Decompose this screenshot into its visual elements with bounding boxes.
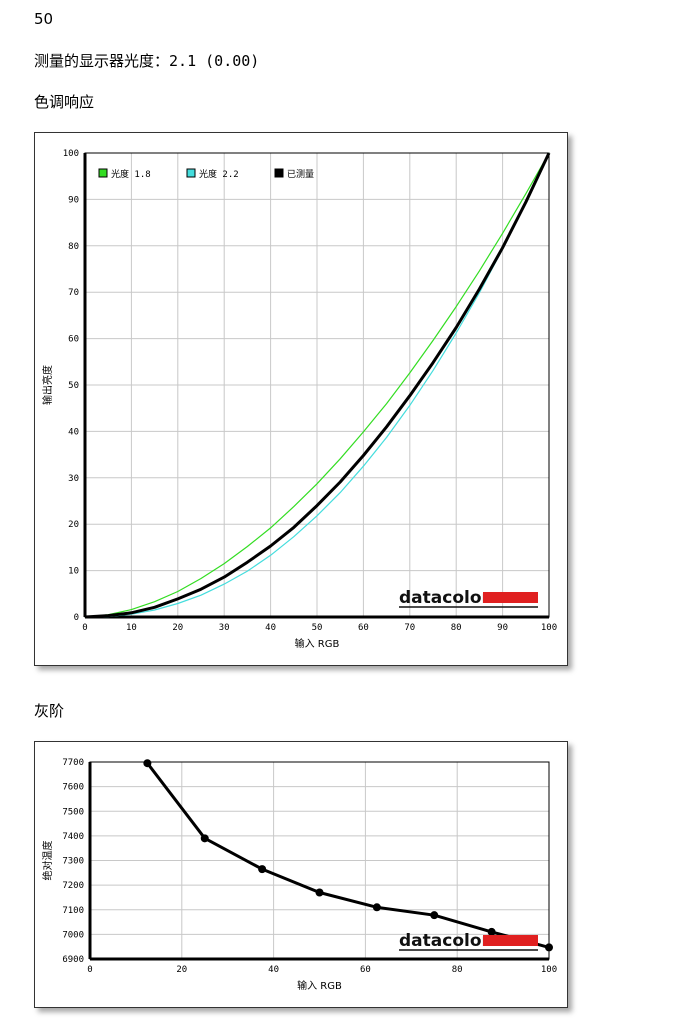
x-axis-label: 输入 RGB bbox=[297, 979, 342, 992]
y-tick-label: 0 bbox=[74, 613, 79, 623]
series-line bbox=[84, 152, 550, 618]
datacolor-logo-text: datacolor bbox=[399, 588, 491, 608]
grayscale-heading: 灰阶 bbox=[34, 702, 65, 720]
data-point bbox=[372, 903, 381, 912]
data-point bbox=[258, 865, 267, 874]
y-axis-label: 绝对温度 bbox=[41, 841, 54, 881]
legend-swatch bbox=[186, 168, 196, 178]
y-tick-label: 70 bbox=[68, 288, 79, 298]
x-tick-label: 10 bbox=[126, 623, 137, 633]
data-point bbox=[143, 759, 152, 768]
data-point bbox=[545, 943, 553, 952]
x-tick-label: 100 bbox=[541, 623, 557, 633]
x-tick-label: 30 bbox=[219, 623, 230, 633]
x-tick-label: 20 bbox=[172, 623, 183, 633]
x-tick-label: 0 bbox=[87, 965, 92, 975]
y-tick-label: 7500 bbox=[62, 807, 84, 817]
y-tick-label: 7700 bbox=[62, 758, 84, 768]
measured-gamma-value: 2.1 (0.00) bbox=[169, 52, 260, 70]
page-number: 50 bbox=[34, 10, 54, 28]
y-tick-label: 7300 bbox=[62, 857, 84, 867]
tone-response-svg: 0 10 20 30 40 50 60 70 80 90 100 0 10 20 30 40 50 60 70 80 9… bbox=[41, 149, 557, 650]
x-tick-label: 20 bbox=[176, 965, 187, 975]
legend-label: 光度 1.8 bbox=[111, 168, 151, 180]
y-tick-label: 7200 bbox=[62, 881, 84, 891]
x-tick-label: 100 bbox=[541, 965, 557, 975]
measured-gamma-line: 测量的显示器光度：2.1 (0.00) bbox=[34, 50, 259, 71]
legend-label: 已测量 bbox=[287, 169, 314, 180]
data-point bbox=[430, 911, 439, 920]
y-tick-label: 7100 bbox=[62, 906, 84, 916]
y-tick-label: 90 bbox=[68, 195, 79, 205]
y-tick-label: 7600 bbox=[62, 783, 84, 793]
x-tick-label: 90 bbox=[497, 623, 508, 633]
grayscale-svg: 0 20 40 60 80 100 6900 7000 7100 7200 7300 7400 7500… bbox=[41, 758, 557, 992]
y-tick-label: 7400 bbox=[62, 832, 84, 842]
y-axis-label: 输出亮度 bbox=[41, 365, 54, 405]
measured-gamma-label: 测量的显示器光度： bbox=[34, 52, 170, 70]
x-tick-label: 50 bbox=[312, 623, 323, 633]
data-point bbox=[487, 927, 496, 936]
x-tick-label: 60 bbox=[358, 623, 369, 633]
x-axis-label: 输入 RGB bbox=[295, 637, 340, 650]
x-tick-label: 80 bbox=[451, 623, 462, 633]
y-tick-label: 60 bbox=[68, 335, 79, 345]
y-tick-label: 20 bbox=[68, 520, 79, 530]
tone-response-chart: 0 10 20 30 40 50 60 70 80 90 100 0 10 20 30 40 50 60 70 80 9… bbox=[34, 132, 568, 666]
series-line bbox=[146, 762, 550, 949]
y-tick-label: 40 bbox=[68, 427, 79, 437]
y-tick-label: 100 bbox=[63, 149, 79, 159]
y-tick-label: 10 bbox=[68, 567, 79, 577]
x-tick-label: 70 bbox=[404, 623, 415, 633]
legend-label: 光度 2.2 bbox=[199, 168, 239, 180]
y-tick-label: 80 bbox=[68, 242, 79, 252]
datacolor-logo-bar bbox=[483, 935, 538, 946]
grayscale-chart: 0 20 40 60 80 100 6900 7000 7100 7200 7300 7400 7500… bbox=[34, 741, 568, 1008]
y-tick-label: 6900 bbox=[62, 955, 84, 965]
y-tick-label: 50 bbox=[68, 381, 79, 391]
tone-response-heading: 色调响应 bbox=[34, 93, 95, 111]
x-tick-label: 40 bbox=[268, 965, 279, 975]
x-tick-label: 0 bbox=[82, 623, 87, 633]
data-point bbox=[315, 888, 324, 897]
x-tick-label: 80 bbox=[452, 965, 463, 975]
series-line bbox=[84, 152, 550, 618]
data-point bbox=[200, 834, 209, 843]
y-tick-label: 30 bbox=[68, 474, 79, 484]
y-tick-label: 7000 bbox=[62, 930, 84, 940]
series-line bbox=[84, 152, 551, 619]
x-tick-label: 40 bbox=[265, 623, 276, 633]
x-tick-label: 60 bbox=[360, 965, 371, 975]
datacolor-logo-text: datacolor bbox=[399, 931, 491, 951]
legend-swatch bbox=[274, 168, 284, 178]
legend-swatch bbox=[98, 168, 108, 178]
datacolor-logo-bar bbox=[483, 592, 538, 603]
